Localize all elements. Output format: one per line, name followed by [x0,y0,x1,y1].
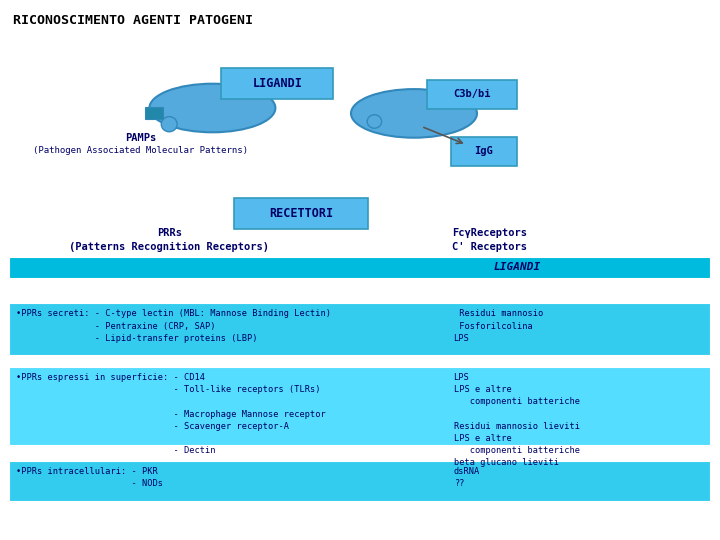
Text: IgG: IgG [474,146,493,156]
Text: (Pathogen Associated Molecular Patterns): (Pathogen Associated Molecular Patterns) [33,146,248,155]
Ellipse shape [351,89,477,138]
FancyBboxPatch shape [9,367,710,445]
FancyBboxPatch shape [235,198,367,229]
FancyBboxPatch shape [222,68,333,99]
Text: •PPRs espressi in superficie: - CD14
                              - Toll-like r: •PPRs espressi in superficie: - CD14 - T… [16,373,325,455]
FancyBboxPatch shape [9,303,710,355]
FancyBboxPatch shape [145,107,163,119]
Text: RECETTORI: RECETTORI [269,207,333,220]
FancyBboxPatch shape [451,137,517,166]
FancyBboxPatch shape [9,461,710,501]
Text: PAMPs: PAMPs [125,133,156,143]
Ellipse shape [150,84,275,132]
Text: Residui mannosio
 Fosforilcolina
LPS: Residui mannosio Fosforilcolina LPS [454,309,543,343]
Text: LIGANDI: LIGANDI [252,77,302,90]
Text: RICONOSCIMENTO AGENTI PATOGENI: RICONOSCIMENTO AGENTI PATOGENI [13,14,253,26]
Text: LPS
LPS e altre
   componenti batteriche

Residui mannosio lieviti
LPS e altre
 : LPS LPS e altre componenti batteriche Re… [454,373,580,467]
Text: PRRs
(Patterns Recognition Receptors): PRRs (Patterns Recognition Receptors) [69,228,269,252]
FancyBboxPatch shape [9,256,710,278]
FancyBboxPatch shape [426,80,517,109]
Text: FcγReceptors
C' Receptors: FcγReceptors C' Receptors [452,228,527,252]
Text: •PPRs secreti: - C-type lectin (MBL: Mannose Binding Lectin)
               - Pe: •PPRs secreti: - C-type lectin (MBL: Man… [16,309,330,343]
Text: dsRNA
??: dsRNA ?? [454,467,480,488]
Text: LIGANDI: LIGANDI [493,262,541,272]
Text: C3b/bi: C3b/bi [453,90,490,99]
Ellipse shape [161,117,177,132]
Ellipse shape [367,115,382,128]
Text: •PPRs intracellulari: - PKR
                      - NODs: •PPRs intracellulari: - PKR - NODs [16,467,163,488]
